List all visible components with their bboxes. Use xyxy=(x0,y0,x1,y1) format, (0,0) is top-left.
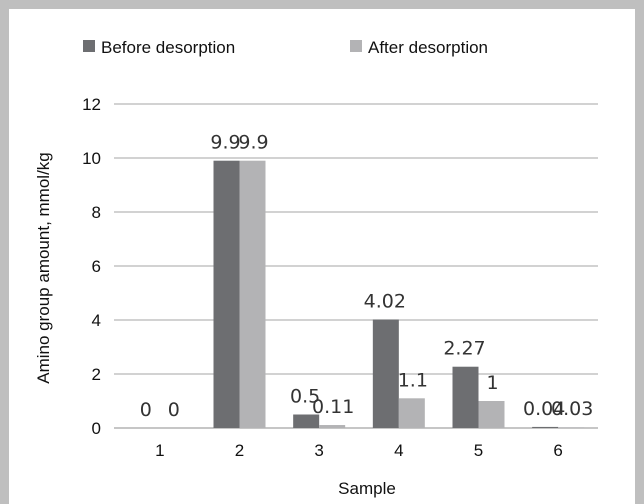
y-tick-labels: 0 2 4 6 8 10 12 xyxy=(82,95,101,438)
data-label-after-5: 1 xyxy=(486,372,498,394)
bar-after-2 xyxy=(240,161,266,428)
y-tick-label-4: 4 xyxy=(92,311,101,330)
data-label-before-2: 9.9 xyxy=(210,132,240,154)
bar-before-6 xyxy=(532,427,558,428)
x-tick-labels: 1 2 3 4 5 6 xyxy=(155,441,563,460)
x-tick-label-3: 3 xyxy=(314,441,323,460)
bar-before-5 xyxy=(453,367,479,428)
data-label-before-1: 0 xyxy=(140,399,152,421)
y-axis-label: Amino group amount, mmol/kg xyxy=(34,152,53,384)
bar-before-4 xyxy=(373,319,399,428)
legend-swatch-before xyxy=(83,40,95,52)
gridlines xyxy=(114,104,598,428)
bar-after-4 xyxy=(399,398,425,428)
bar-after-5 xyxy=(479,401,505,428)
x-axis-label: Sample xyxy=(338,479,396,498)
data-label-after-6: 0.03 xyxy=(551,398,593,420)
legend-label-after: After desorption xyxy=(368,38,488,57)
data-label-after-2: 9.9 xyxy=(238,132,268,154)
legend: Before desorption After desorption xyxy=(83,38,488,57)
data-label-after-1: 0 xyxy=(168,399,180,421)
y-tick-label-2: 2 xyxy=(92,365,101,384)
bar-after-6 xyxy=(558,427,584,428)
y-tick-label-10: 10 xyxy=(82,149,101,168)
x-tick-label-4: 4 xyxy=(394,441,403,460)
bar-before-2 xyxy=(214,161,240,428)
x-tick-label-1: 1 xyxy=(155,441,164,460)
x-tick-label-5: 5 xyxy=(474,441,483,460)
legend-label-before: Before desorption xyxy=(101,38,235,57)
y-tick-label-8: 8 xyxy=(92,203,101,222)
legend-swatch-after xyxy=(350,40,362,52)
bar-after-3 xyxy=(319,425,345,428)
data-label-before-4: 4.02 xyxy=(364,290,406,312)
data-label-after-3: 0.11 xyxy=(312,396,354,418)
y-tick-label-6: 6 xyxy=(92,257,101,276)
data-label-after-4: 1.1 xyxy=(398,369,428,391)
y-tick-label-12: 12 xyxy=(82,95,101,114)
x-tick-label-2: 2 xyxy=(235,441,244,460)
data-label-before-5: 2.27 xyxy=(443,338,485,360)
x-tick-label-6: 6 xyxy=(553,441,562,460)
y-tick-label-0: 0 xyxy=(92,419,101,438)
